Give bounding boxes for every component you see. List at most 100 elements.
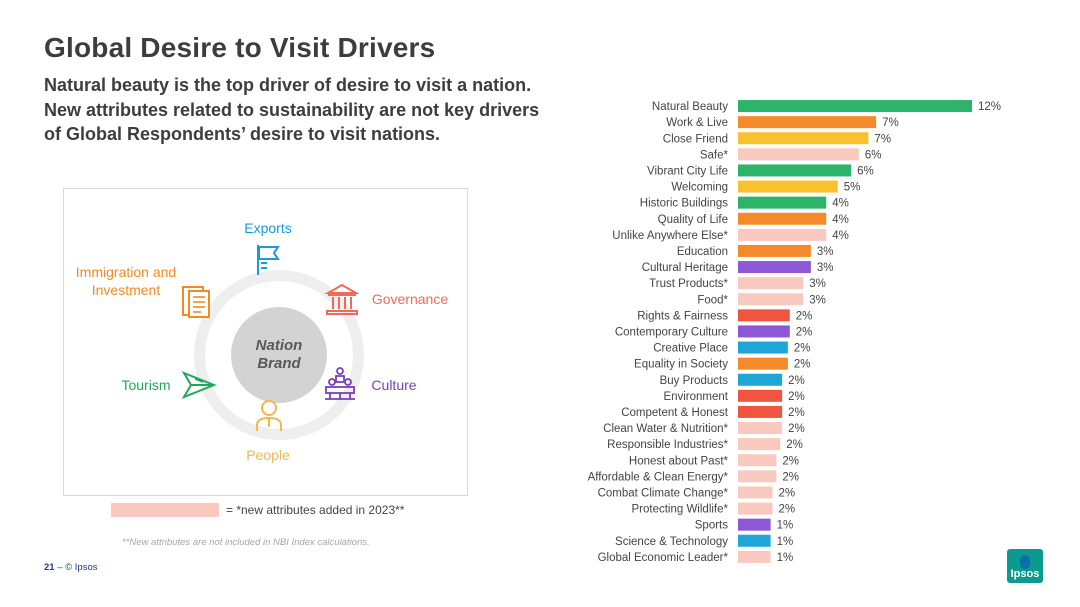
bar <box>738 116 877 129</box>
category-label: Buy Products <box>660 375 729 387</box>
exports-label: Exports <box>244 220 292 236</box>
bar <box>738 228 827 241</box>
category-label: Global Economic Leader* <box>598 552 729 564</box>
bar <box>738 373 783 386</box>
bar-value-label: 3% <box>817 246 834 258</box>
bar-value-label: 1% <box>777 520 794 532</box>
bar <box>738 518 771 531</box>
bar-value-label: 12% <box>978 101 1001 113</box>
bar <box>738 196 827 209</box>
bar <box>738 341 788 354</box>
bar <box>738 550 771 563</box>
diagram-ring <box>194 270 364 440</box>
category-label: Quality of Life <box>658 214 728 226</box>
bar-value-label: 1% <box>777 536 794 548</box>
footer-separator: – <box>54 562 66 573</box>
bar-value-label: 2% <box>796 310 813 322</box>
category-label: Responsible Industries* <box>607 439 728 451</box>
bar-value-label: 4% <box>832 214 849 226</box>
page-footer: 21 – © Ipsos <box>44 562 98 573</box>
category-label: Creative Place <box>653 343 728 355</box>
bar-value-label: 3% <box>817 262 834 274</box>
culture-label: Culture <box>371 377 417 393</box>
logo-dot <box>1020 555 1030 569</box>
bar-value-label: 2% <box>788 407 805 419</box>
bar <box>738 212 827 225</box>
new-attribute-swatch <box>111 503 219 517</box>
paper-plane-icon <box>181 370 217 400</box>
bar-value-label: 2% <box>796 326 813 338</box>
category-label: Protecting Wildlife* <box>631 504 728 516</box>
drivers-bar-chart: Natural Beauty 12% Work & Live 7% Close Frie… <box>588 100 1001 564</box>
bar <box>738 309 790 322</box>
category-label: Cultural Heritage <box>642 262 728 274</box>
bar-value-label: 2% <box>779 487 796 499</box>
category-label: Close Friend <box>663 133 728 145</box>
people-label: People <box>246 447 290 463</box>
bar-value-label: 5% <box>844 182 861 194</box>
people-group-icon <box>325 367 355 400</box>
legend-text: = *new attributes added in 2023** <box>226 503 405 517</box>
bar-value-label: 4% <box>832 230 849 242</box>
nation-brand-label: Nation Brand <box>255 337 303 372</box>
category-label: Vibrant City Life <box>647 165 728 177</box>
bar-value-label: 6% <box>865 149 882 161</box>
bar <box>738 405 783 418</box>
category-label: Safe* <box>700 149 729 161</box>
bar <box>738 502 773 515</box>
bar-value-label: 7% <box>882 117 899 129</box>
category-label: Welcoming <box>671 182 728 194</box>
bar-value-label: 2% <box>779 504 796 516</box>
category-label: Science & Technology <box>615 536 728 548</box>
category-label: Rights & Fairness <box>637 310 728 322</box>
category-label: Competent & Honest <box>621 407 729 419</box>
category-label: Food* <box>697 294 728 306</box>
bar-value-label: 2% <box>794 343 811 355</box>
bar <box>738 325 790 338</box>
nation-brand-hexagon-diagram: Nation Brand Exports Governance Culture <box>63 188 468 496</box>
bar-value-label: 2% <box>788 375 805 387</box>
bar <box>738 293 804 306</box>
immigration-label: Immigration and Investment <box>75 264 177 298</box>
category-label: Trust Products* <box>649 278 728 290</box>
category-label: Equality in Society <box>634 359 728 371</box>
bar-value-label: 3% <box>809 278 826 290</box>
bar-value-label: 7% <box>874 133 891 145</box>
bar <box>738 486 773 499</box>
bar <box>738 454 777 467</box>
bar <box>738 389 783 402</box>
bar <box>738 180 838 193</box>
person-icon <box>256 400 282 431</box>
bar <box>738 261 811 274</box>
governance-label: Governance <box>371 291 449 307</box>
copyright: © Ipsos <box>65 562 98 573</box>
footnote: **New attributes are not included in NBI… <box>122 537 370 548</box>
bar-value-label: 2% <box>788 423 805 435</box>
category-label: Environment <box>663 391 728 403</box>
flag-icon <box>257 245 280 275</box>
page-title: Global Desire to Visit Drivers <box>44 32 436 63</box>
bar-value-label: 6% <box>857 165 874 177</box>
bar <box>738 422 783 435</box>
page-subtitle: Natural beauty is the top driver of desi… <box>44 75 540 144</box>
category-label: Natural Beauty <box>652 101 728 113</box>
logo-text: Ipsos <box>1010 568 1040 580</box>
bar-value-label: 1% <box>777 552 794 564</box>
nation-brand-core: Nation Brand <box>231 307 327 403</box>
category-label: Education <box>677 246 728 258</box>
page-number: 21 <box>44 562 55 573</box>
bar-value-label: 4% <box>832 198 849 210</box>
tourism-label: Tourism <box>121 377 171 393</box>
bar <box>738 470 777 483</box>
bar <box>738 357 788 370</box>
category-label: Unlike Anywhere Else* <box>612 230 728 242</box>
bar <box>738 534 771 547</box>
bar <box>738 100 972 113</box>
bar <box>738 438 781 451</box>
category-label: Combat Climate Change* <box>598 487 729 499</box>
bar <box>738 244 811 257</box>
category-label: Honest about Past* <box>629 455 729 467</box>
bar-value-label: 2% <box>782 471 799 483</box>
bar-value-label: 3% <box>809 294 826 306</box>
bar-value-label: 2% <box>786 439 803 451</box>
